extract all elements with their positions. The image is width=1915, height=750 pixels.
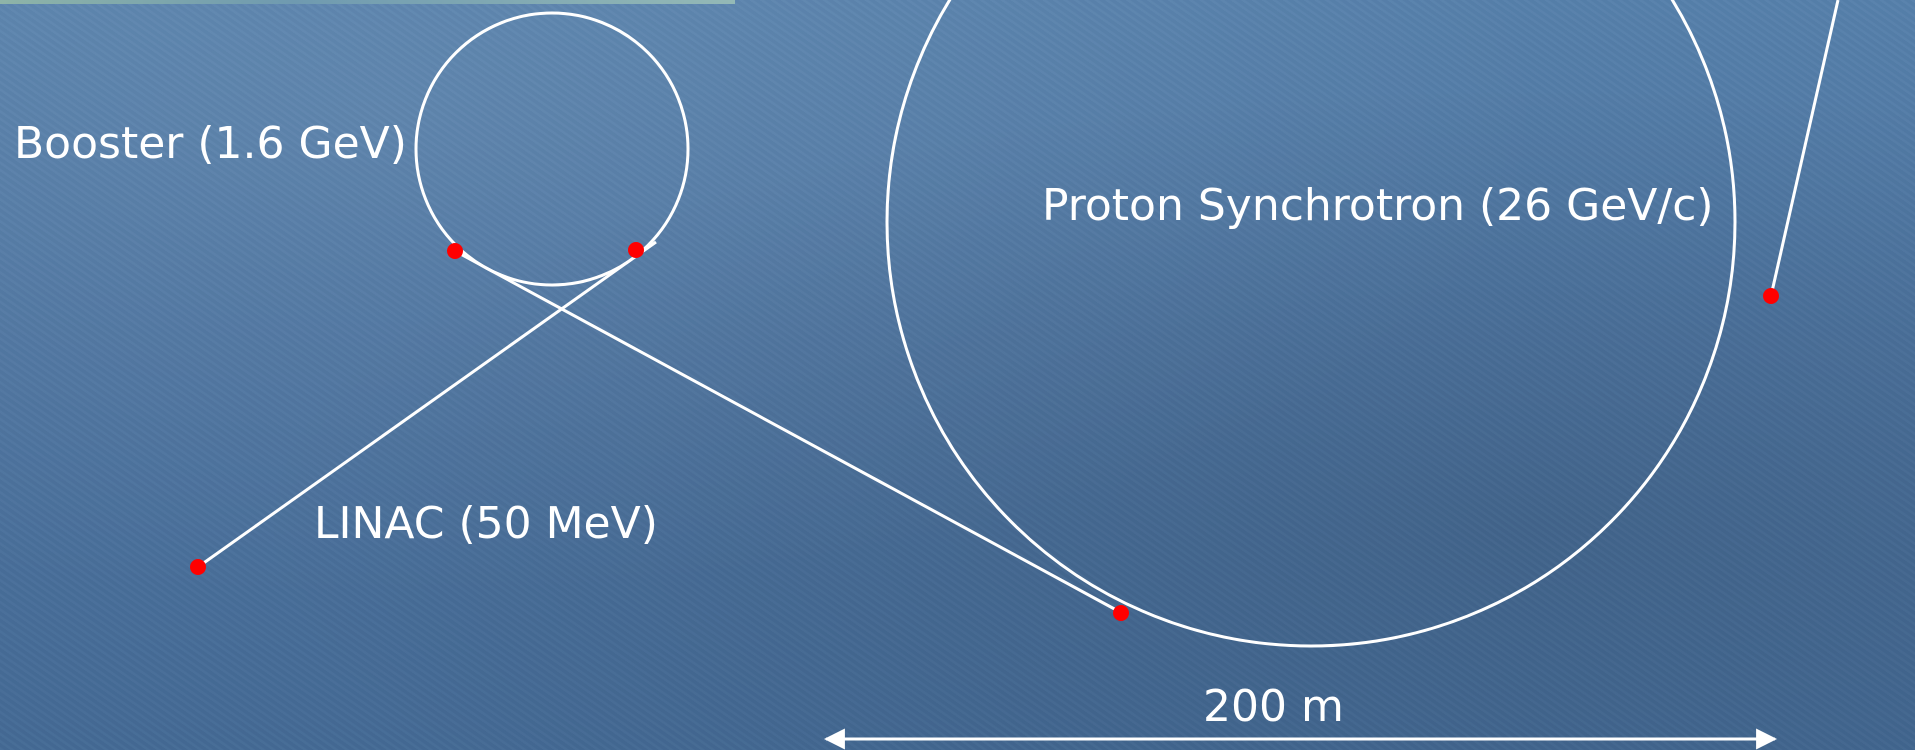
linac-line (197, 240, 657, 569)
booster-injection-marker (628, 242, 644, 258)
booster-ring (414, 11, 690, 287)
top-image-strip (0, 0, 735, 4)
booster-extraction-marker (447, 243, 463, 259)
proton-synchrotron-ring (885, 0, 1737, 648)
booster-to-ps-transfer-line (454, 249, 1121, 614)
proton-synchrotron-label: Proton Synchrotron (26 GeV/c) (1042, 180, 1714, 231)
ps-extraction-line (1769, 0, 1840, 297)
linac-source-marker (190, 559, 206, 575)
ps-extraction-marker (1763, 288, 1779, 304)
ps-injection-marker (1113, 605, 1129, 621)
linac-label: LINAC (50 MeV) (314, 498, 658, 549)
booster-label: Booster (1.6 GeV) (14, 118, 407, 169)
scale-bar-label: 200 m (1203, 681, 1344, 732)
